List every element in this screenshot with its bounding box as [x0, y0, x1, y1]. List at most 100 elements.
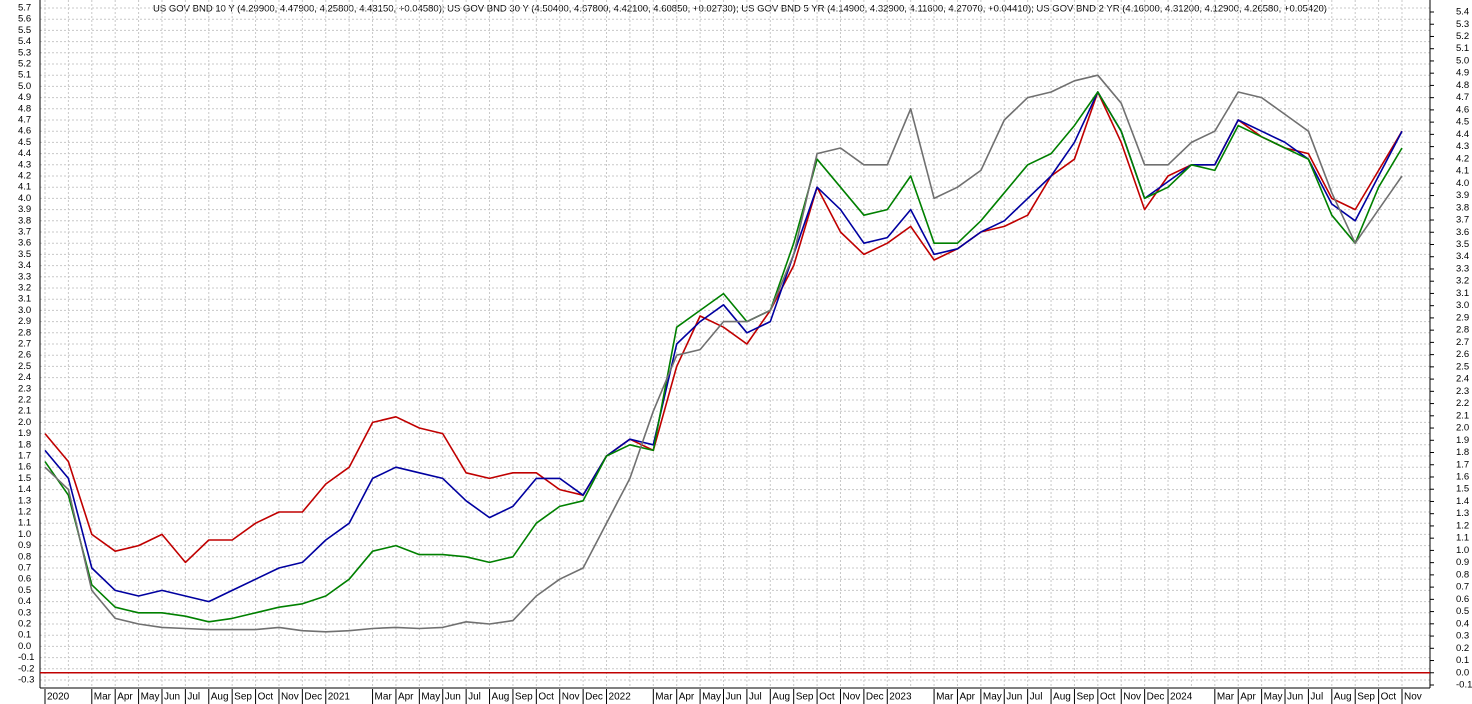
y2-tick-label: 1.9 — [1456, 435, 1469, 446]
y2-tick-label: 1.2 — [1456, 520, 1469, 531]
y-tick-label: 1.4 — [18, 484, 31, 495]
y2-tick-label: 2.9 — [1456, 312, 1469, 323]
y-tick-label: 5.3 — [18, 47, 31, 58]
y-tick-label: 2.9 — [18, 316, 31, 327]
x-tick-label: Jul — [1030, 692, 1043, 703]
y-tick-label: 4.4 — [18, 148, 31, 159]
y2-tick-label: 1.6 — [1456, 471, 1469, 482]
y-tick-label: 0.9 — [18, 540, 31, 551]
y-tick-label: 2.1 — [18, 406, 31, 417]
x-tick-label: Apr — [1240, 692, 1256, 703]
y2-tick-label: 3.0 — [1456, 300, 1469, 311]
y-tick-label: 3.7 — [18, 227, 31, 238]
x-tick-label: Oct — [1100, 692, 1116, 703]
x-tick-label: Apr — [398, 692, 414, 703]
y-tick-label: 1.6 — [18, 462, 31, 473]
y2-tick-label: 4.5 — [1456, 117, 1469, 128]
y2-tick-label: 2.5 — [1456, 361, 1469, 372]
y-tick-label: -0.1 — [18, 652, 34, 663]
x-tick-label: Aug — [492, 692, 510, 703]
x-tick-label: Mar — [94, 692, 112, 703]
y2-tick-label: 3.6 — [1456, 227, 1469, 238]
y2-tick-label: 3.7 — [1456, 215, 1469, 226]
y2-tick-label: 2.4 — [1456, 374, 1469, 385]
y2-tick-label: 0.5 — [1456, 606, 1469, 617]
x-tick-label: Aug — [772, 692, 790, 703]
series-line — [44, 91, 1403, 623]
x-tick-label: Sep — [796, 692, 814, 703]
x-tick-label: 2022 — [609, 692, 632, 703]
y-tick-label: 0.1 — [18, 630, 31, 641]
x-tick-label: Aug — [1334, 692, 1352, 703]
x-tick-label: May — [421, 692, 440, 703]
y2-tick-label: 3.1 — [1456, 288, 1469, 299]
x-tick-label: Jun — [445, 692, 461, 703]
y2-tick-label: 0.3 — [1456, 631, 1469, 642]
y-tick-label: 2.6 — [18, 350, 31, 361]
y-tick-label: 3.8 — [18, 215, 31, 226]
x-tick-label: Jul — [749, 692, 762, 703]
x-tick-label: Aug — [211, 692, 229, 703]
y-tick-label: 1.1 — [18, 518, 31, 529]
y-tick-label: 2.3 — [18, 383, 31, 394]
x-tick-label: 2023 — [889, 692, 912, 703]
y2-tick-label: 3.2 — [1456, 276, 1469, 287]
x-tick-label: 2024 — [1170, 692, 1193, 703]
x-tick-label: Nov — [842, 692, 860, 703]
y-tick-label: 0.5 — [18, 585, 31, 596]
y2-tick-label: 0.2 — [1456, 643, 1469, 654]
y2-tick-label: 1.5 — [1456, 484, 1469, 495]
y-tick-label: 2.5 — [18, 361, 31, 372]
y-tick-label: 2.7 — [18, 339, 31, 350]
y-tick-label: 0.7 — [18, 563, 31, 574]
y-tick-label: 0.3 — [18, 607, 31, 618]
x-tick-label: Nov — [281, 692, 299, 703]
y2-tick-label: 4.9 — [1456, 68, 1469, 79]
y2-tick-label: 4.3 — [1456, 141, 1469, 152]
x-tick-label: Sep — [1076, 692, 1094, 703]
y-tick-label: 4.5 — [18, 137, 31, 148]
y-tick-label: 1.3 — [18, 495, 31, 506]
y-tick-label: 3.4 — [18, 260, 31, 271]
y-tick-label: 4.8 — [18, 103, 31, 114]
x-tick-label: Dec — [866, 692, 884, 703]
y2-tick-label: 3.8 — [1456, 202, 1469, 213]
x-tick-label: Sep — [234, 692, 252, 703]
x-tick-label: Jul — [187, 692, 200, 703]
x-tick-label: Apr — [117, 692, 133, 703]
x-tick-label: Oct — [538, 692, 554, 703]
x-tick-label: Aug — [1053, 692, 1071, 703]
y-tick-label: 3.2 — [18, 283, 31, 294]
y2-tick-label: 1.1 — [1456, 533, 1469, 544]
chart-title: US GOV BND 10 Y (4.29900, 4.47900, 4.258… — [153, 4, 1327, 15]
x-tick-label: May — [141, 692, 160, 703]
x-tick-label: Nov — [1123, 692, 1141, 703]
y-tick-label: 5.0 — [18, 81, 31, 92]
y2-tick-label: 1.4 — [1456, 496, 1469, 507]
y-tick-label: 4.3 — [18, 159, 31, 170]
y2-tick-label: 5.1 — [1456, 43, 1469, 54]
y2-tick-label: 0.7 — [1456, 582, 1469, 593]
x-tick-label: Nov — [562, 692, 580, 703]
y-tick-label: 0.0 — [18, 641, 31, 652]
y-tick-label: 3.6 — [18, 238, 31, 249]
x-tick-label: Oct — [258, 692, 274, 703]
x-tick-label: Jul — [468, 692, 481, 703]
y2-tick-label: 0.4 — [1456, 618, 1469, 629]
y2-tick-label: 4.7 — [1456, 92, 1469, 103]
x-tick-label: Oct — [1381, 692, 1397, 703]
y-tick-label: 2.0 — [18, 417, 31, 428]
x-tick-label: Jun — [1006, 692, 1022, 703]
y-tick-label: 5.7 — [18, 3, 31, 14]
y2-tick-label: 0.6 — [1456, 594, 1469, 605]
y-tick-label: 1.9 — [18, 428, 31, 439]
x-tick-label: Mar — [1217, 692, 1235, 703]
y2-tick-label: 0.8 — [1456, 569, 1469, 580]
y-tick-label: 4.2 — [18, 171, 31, 182]
x-tick-label: Nov — [1404, 692, 1422, 703]
series-line — [44, 91, 1403, 564]
y2-tick-label: 1.3 — [1456, 508, 1469, 519]
y2-tick-label: 2.0 — [1456, 423, 1469, 434]
x-tick-label: Jun — [726, 692, 742, 703]
y-tick-label: 5.2 — [18, 59, 31, 70]
